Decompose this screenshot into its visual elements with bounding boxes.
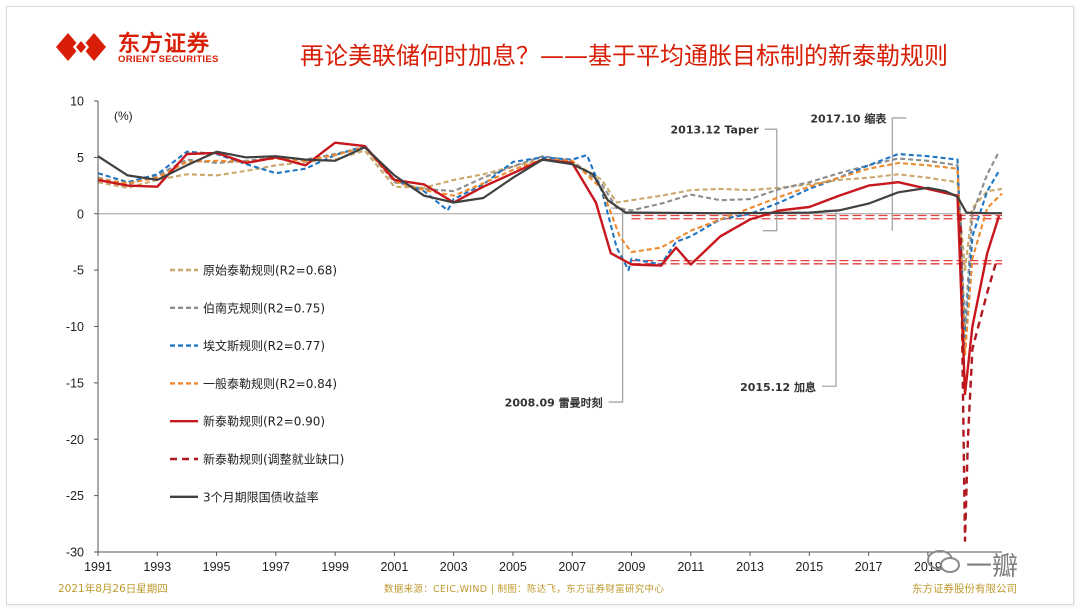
annotation-leader [762, 128, 778, 232]
annotation-leader [891, 117, 907, 231]
y-tick-label: -30 [66, 546, 84, 560]
x-tick-label: 2009 [618, 560, 646, 574]
x-tick-label: 1995 [203, 560, 231, 574]
footer-company: 东方证券股份有限公司 [912, 583, 1017, 595]
y-tick-label: -25 [66, 489, 84, 503]
x-tick-label: 2017 [855, 560, 883, 574]
x-tick-label: 1991 [84, 560, 112, 574]
legend-label-new: 新泰勒规则(R2=0.90) [203, 414, 325, 429]
x-tick-label: 2005 [499, 560, 527, 574]
x-tick-label: 2011 [677, 560, 704, 574]
annotation-label: 2015.12 加息 [740, 380, 816, 394]
x-tick-label: 1993 [143, 560, 171, 574]
orient-logo-icon [56, 33, 106, 61]
annotation-label: 2008.09 雷曼时刻 [505, 396, 603, 410]
y-tick-label: -15 [66, 376, 84, 390]
annotation-label: 2017.10 缩表 [810, 111, 887, 125]
annotation-label: 2013.12 Taper [671, 124, 760, 137]
y-tick-label: -20 [66, 433, 84, 447]
footer-date: 2021年8月26日星期四 [58, 583, 168, 595]
x-tick-label: 2001 [380, 560, 408, 574]
footer-source: 数据来源：CEIC,WIND | 制图：陈达飞，东方证券财富研究中心 [384, 584, 665, 595]
series-new_adj [959, 213, 998, 542]
brand-name-en: ORIENT SECURITIES [118, 54, 219, 65]
x-tick-label: 2013 [736, 560, 764, 574]
watermark-text: 一瓣 [966, 546, 1018, 583]
y-tick-label: -5 [73, 264, 84, 278]
x-tick-label: 1997 [262, 560, 290, 574]
y-tick-label: 10 [70, 95, 84, 109]
series-new [97, 141, 1001, 396]
x-tick-label: 2003 [440, 560, 468, 574]
x-tick-label: 1999 [321, 560, 349, 574]
legend-label-general: 一般泰勒规则(R2=0.84) [203, 376, 337, 391]
annotation-leader [608, 207, 624, 403]
series-evans [97, 145, 1000, 351]
annotation-leader [822, 209, 837, 387]
x-tick-label: 2015 [795, 560, 823, 574]
page-title: 再论美联储何时加息？——基于平均通胀目标制的新泰勒规则 [300, 42, 948, 70]
wechat-watermark-icon [927, 550, 960, 573]
x-tick-label: 2007 [558, 560, 586, 574]
brand-name: 东方证券 [118, 32, 211, 57]
legend-label-bernanke: 伯南克规则(R2=0.75) [203, 300, 325, 315]
y-tick-label: -10 [66, 320, 84, 334]
x-tick-label: 2019 [914, 560, 942, 574]
watermark-label: 一瓣 [966, 552, 1019, 582]
legend-label-evans: 埃文斯规则(R2=0.77) [203, 338, 325, 353]
legend-label-tbill: 3个月期限国债收益率 [203, 489, 319, 504]
legend-label-original: 原始泰勒规则(R2=0.68) [203, 263, 337, 278]
y-tick-label: 0 [77, 207, 84, 221]
series-bernanke [97, 146, 1000, 328]
series-tbill [97, 146, 1002, 215]
y-unit-label: (%) [114, 109, 133, 123]
y-tick-label: 5 [77, 151, 84, 165]
series-original [97, 149, 1003, 272]
slide-frame [6, 6, 1074, 605]
legend-label-new_adj: 新泰勒规则(调整就业缺口) [203, 452, 344, 467]
